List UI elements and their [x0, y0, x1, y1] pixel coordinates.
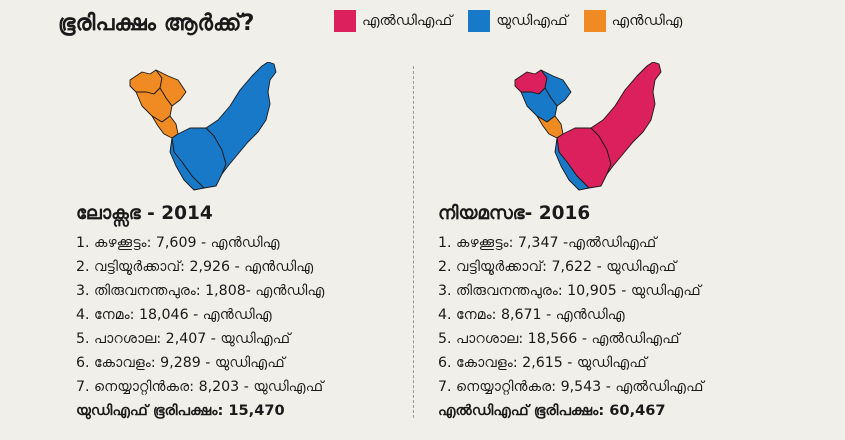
constituency-vattiyoorkavu [155, 69, 187, 107]
niyamasabha-constituencies [514, 62, 662, 191]
niyamasabha-heading: നിയമസഭ- 2016 [438, 203, 591, 224]
niyamasabha-results: 1. കഴക്കൂട്ടം: 7,347 -എൽഡിഎഫ് 2. വട്ടിയൂ… [438, 231, 808, 399]
legend-swatch-nda [583, 10, 606, 32]
constituency-thiruvananthapuram [520, 87, 558, 123]
list-item: 6. കോവളം: 2,615 - യുഡിഎഫ് [438, 355, 647, 371]
constituency-kovalam [554, 137, 590, 191]
legend-item-udf: യുഡിഎഫ് [468, 10, 568, 32]
lok-sabha-constituencies [129, 62, 277, 191]
list-item: 5. പാറശാല: 18,566 - എൽഡിഎഫ് [438, 331, 680, 347]
constituency-thiruvananthapuram [135, 87, 173, 123]
legend-label-nda: എൻഡിഎ [611, 13, 683, 29]
constituency-vattiyoorkavu [540, 69, 572, 107]
list-item: 2. വട്ടിയൂർക്കാവ്: 2,926 - എൻഡിഎ [76, 259, 314, 275]
legend-item-ldf: എൽഡിഎഫ് [334, 10, 452, 32]
niyamasabha-map [514, 62, 662, 191]
niyamasabha-summary: എൽഡിഎഫ് ഭൂരിപക്ഷം: 60,467 [438, 402, 666, 419]
niyamasabha-panel: നിയമസഭ- 2016 1. കഴക്കൂട്ടം: 7,347 -എൽഡിഎ… [438, 203, 808, 419]
page-title: ഭൂരിപക്ഷം ആർക്ക്? [58, 11, 255, 36]
lok-sabha-panel: ലോക്സഭ - 2014 1. കഴക്കൂട്ടം: 7,609 - എൻഡ… [76, 203, 446, 419]
lok-sabha-heading: ലോക്സഭ - 2014 [76, 203, 213, 224]
list-item: 2. വട്ടിയൂർക്കാവ്: 7,622 - യുഡിഎഫ് [438, 259, 677, 275]
legend-label-ldf: എൽഡിഎഫ് [362, 13, 453, 29]
list-item: 5. പാറശാല: 2,407 - യുഡിഎഫ് [76, 331, 291, 347]
list-item: 7. നെയ്യാറ്റിൻകര: 9,543 - എൽഡിഎഫ് [438, 379, 704, 395]
list-item: 4. നേമം: 18,046 - എൻഡിഎ [76, 307, 272, 323]
legend: എൽഡിഎഫ് യുഡിഎഫ് എൻഡിഎ [334, 10, 688, 32]
constituency-neyyattinkara [205, 62, 277, 175]
list-item: 1. കഴക്കൂട്ടം: 7,609 - എൻഡിഎ [76, 235, 280, 251]
column-divider [413, 66, 414, 418]
constituency-nemom [151, 115, 179, 139]
constituency-neyyattinkara [590, 62, 662, 175]
list-item: 7. നെയ്യാറ്റിൻകര: 8,203 - യുഡിഎഫ് [76, 379, 324, 395]
list-item: 3. തിരുവനന്തപുരം: 10,905 - യുഡിഎഫ് [438, 283, 701, 299]
lok-sabha-summary: യുഡിഎഫ് ഭൂരിപക്ഷം: 15,470 [76, 402, 285, 419]
legend-swatch-ldf [334, 10, 356, 32]
lok-sabha-results: 1. കഴക്കൂട്ടം: 7,609 - എൻഡിഎ 2. വട്ടിയൂർ… [76, 231, 446, 399]
legend-swatch-udf [468, 10, 491, 32]
list-item: 3. തിരുവനന്തപുരം: 1,808- എൻഡിഎ [76, 283, 325, 299]
list-item: 4. നേമം: 8,671 - എൻഡിഎ [438, 307, 625, 323]
constituency-nemom [536, 115, 564, 139]
constituency-kovalam [169, 137, 205, 191]
lok-sabha-map [129, 62, 277, 191]
legend-label-udf: യുഡിഎഫ് [496, 13, 568, 29]
list-item: 6. കോവളം: 9,289 - യുഡിഎഫ് [76, 355, 285, 371]
legend-item-nda: എൻഡിഎ [583, 10, 683, 32]
list-item: 1. കഴക്കൂട്ടം: 7,347 -എൽഡിഎഫ് [438, 235, 657, 251]
